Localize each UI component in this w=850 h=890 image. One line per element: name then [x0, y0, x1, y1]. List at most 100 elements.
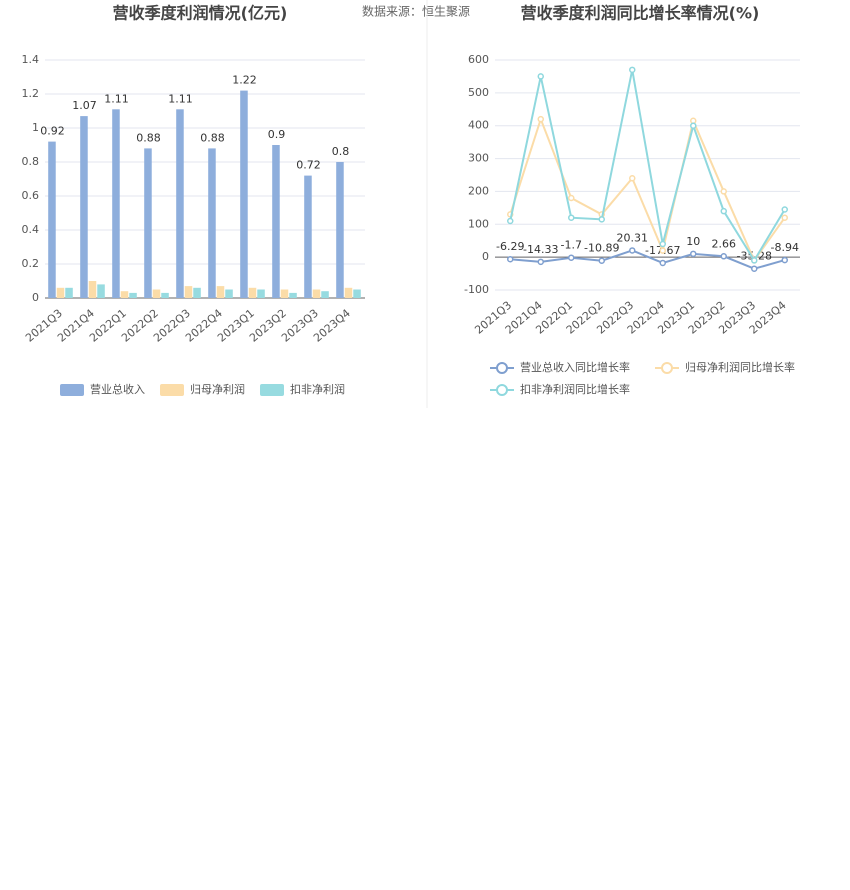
y-tick-label: 1.2 — [22, 87, 40, 100]
y-tick-label: 100 — [468, 217, 489, 230]
chart-title: 营收季度利润同比增长率情况(%) — [521, 4, 760, 23]
point — [629, 66, 636, 74]
bar — [152, 289, 161, 298]
legend-label: 营业总收入同比增长率 — [520, 360, 630, 374]
bar — [289, 292, 297, 298]
data-label: 0.9 — [268, 128, 286, 141]
y-tick-label: 0.2 — [22, 257, 40, 270]
legend-swatch — [661, 362, 673, 374]
legend-swatch — [496, 362, 508, 374]
bar — [65, 287, 73, 298]
point — [690, 122, 697, 129]
point — [568, 214, 575, 221]
line — [510, 249, 786, 270]
y-tick-label: 1 — [32, 121, 39, 134]
bar — [353, 289, 361, 298]
y-tick-label: 300 — [468, 152, 489, 165]
legend-label: 归母净利润 — [190, 382, 245, 396]
bar — [312, 289, 321, 298]
chart-title: 营收季度利润情况(亿元) — [113, 4, 288, 23]
point — [568, 254, 575, 261]
y-tick-label: 1.4 — [22, 53, 40, 66]
legend-swatch — [160, 384, 184, 396]
bar — [56, 287, 65, 298]
point — [537, 115, 544, 123]
bar — [161, 292, 169, 298]
bar — [80, 116, 88, 298]
y-tick-label: 500 — [468, 86, 489, 99]
data-label: 1.11 — [168, 92, 193, 105]
bar — [280, 289, 289, 298]
point — [781, 214, 788, 221]
point — [659, 247, 666, 254]
bar — [272, 145, 280, 298]
point — [537, 73, 544, 80]
bar — [257, 289, 265, 298]
bar — [193, 287, 201, 298]
y-tick-label: 600 — [468, 53, 489, 66]
source: 数据来源：恒生聚源 — [362, 4, 470, 19]
legend-swatch — [496, 384, 508, 396]
bar — [240, 90, 248, 298]
bar — [176, 109, 184, 298]
point — [781, 206, 788, 213]
bar — [144, 148, 152, 298]
data-label: 0.88 — [136, 131, 161, 144]
y-tick-label: 0.4 — [22, 223, 40, 236]
bar — [344, 287, 353, 298]
bar — [97, 284, 105, 298]
bar — [304, 175, 312, 298]
legend-label: 营业总收入 — [90, 382, 145, 396]
data-label: 10 — [686, 235, 700, 248]
y-tick-label: 0 — [482, 250, 489, 263]
point — [598, 257, 605, 264]
legend-swatch — [60, 384, 84, 396]
data-label: 1.11 — [104, 92, 129, 105]
bar — [248, 287, 257, 298]
point — [598, 216, 605, 223]
bar — [336, 162, 344, 298]
bar — [88, 281, 97, 298]
legend-label: 归母净利润同比增长率 — [685, 360, 795, 374]
data-label: 2.66 — [712, 237, 737, 250]
bar — [225, 289, 233, 298]
point — [507, 217, 514, 225]
point — [720, 207, 727, 215]
data-label: -10.89 — [584, 242, 619, 255]
line — [509, 116, 786, 263]
point — [629, 175, 636, 182]
bar — [216, 286, 225, 298]
data-label: -6.29 — [496, 240, 524, 253]
data-label: 20.31 — [617, 231, 649, 244]
y-tick-label: 200 — [468, 184, 489, 197]
bar — [208, 148, 216, 298]
x-tick-label: 2023Q4 — [311, 307, 353, 345]
bar — [48, 141, 56, 298]
y-tick-label: 0 — [32, 291, 39, 304]
bar — [184, 286, 193, 298]
bar — [129, 292, 137, 298]
y-tick-label: 0.8 — [22, 155, 40, 168]
data-label: -8.94 — [771, 241, 799, 254]
point — [720, 253, 727, 260]
bar — [112, 109, 120, 298]
bar — [120, 291, 129, 298]
data-label: 0.72 — [296, 159, 321, 172]
point — [537, 258, 544, 266]
point — [659, 259, 666, 267]
legend-label: 扣非净利润 — [290, 382, 345, 396]
point — [568, 194, 575, 202]
legend-label: 扣非净利润同比增长率 — [520, 382, 630, 396]
point — [781, 256, 788, 264]
y-tick-label: 0.6 — [22, 189, 40, 202]
bar — [321, 291, 329, 298]
data-label: -35.28 — [737, 250, 772, 263]
legend-swatch — [260, 384, 284, 396]
y-tick-label: 400 — [468, 119, 489, 132]
y-tick-label: -100 — [464, 283, 489, 296]
point — [629, 247, 636, 254]
data-label: -1.7 — [561, 239, 582, 252]
data-label: 0.92 — [40, 125, 65, 138]
point — [690, 250, 697, 258]
data-label: -14.33 — [523, 243, 558, 256]
